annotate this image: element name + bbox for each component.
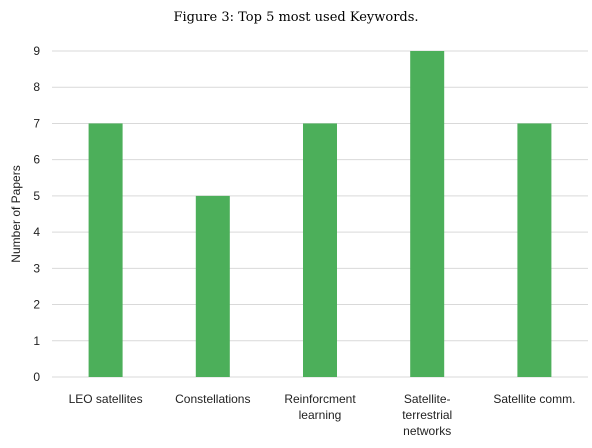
bars — [88, 51, 552, 377]
y-tick-label: 7 — [33, 116, 40, 130]
category-label: Constellations — [175, 392, 250, 406]
y-tick-labels: 0 1 2 3 4 5 6 7 8 9 — [33, 44, 40, 384]
category-label: Satellite-terrestrial networks — [402, 392, 452, 438]
bar — [88, 123, 123, 377]
y-tick-label: 8 — [33, 80, 40, 94]
y-tick-label: 6 — [33, 153, 40, 167]
y-tick-label: 1 — [33, 334, 40, 348]
y-tick-label: 5 — [33, 189, 40, 203]
category-label: Satellite comm. — [493, 392, 575, 406]
category-labels: LEO satellites Constellations Reinforcment… — [69, 392, 576, 438]
y-tick-label: 0 — [33, 370, 40, 384]
chart-title: Figure 3: Top 5 most used Keywords. — [173, 10, 419, 25]
bar — [517, 123, 552, 377]
category-label: LEO satellites — [69, 392, 143, 406]
category-label: Reinforcment learning — [284, 392, 356, 422]
y-axis-label: Number of Papers — [9, 165, 23, 262]
bar — [410, 51, 445, 377]
y-tick-label: 9 — [33, 44, 40, 58]
bar — [195, 195, 230, 377]
y-tick-label: 4 — [33, 225, 40, 239]
y-tick-label: 2 — [33, 298, 40, 312]
bar — [303, 123, 337, 377]
y-tick-label: 3 — [33, 261, 40, 275]
